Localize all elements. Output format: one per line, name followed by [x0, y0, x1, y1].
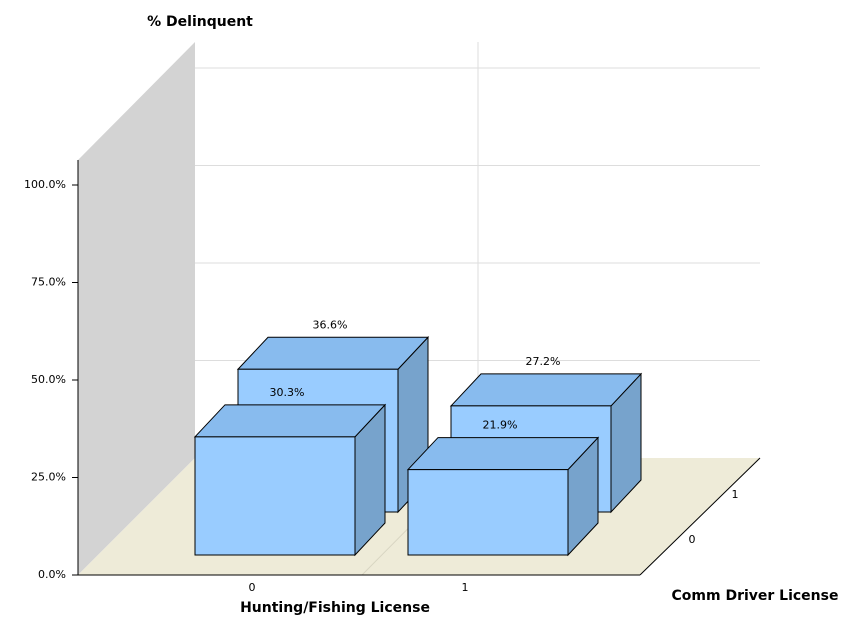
y-tick-label: 0.0% [38, 568, 66, 581]
value-label: 21.9% [483, 419, 518, 432]
z-axis [639, 457, 761, 576]
bar-top [449, 373, 643, 407]
x-axis-title: Hunting/Fishing License [240, 600, 430, 616]
side-wall [78, 42, 195, 575]
z-tick-label: 0 [689, 533, 696, 546]
z-tick-label: 1 [732, 488, 739, 501]
z-axis-title: Comm Driver License [672, 588, 839, 604]
value-label: 36.6% [313, 318, 348, 331]
x-tick-label: 1 [462, 581, 469, 594]
chart-title: % Delinquent [147, 14, 253, 30]
bar-top [193, 404, 387, 438]
bar [193, 403, 387, 557]
value-label: 30.3% [270, 386, 305, 399]
y-tick-label: 75.0% [31, 276, 66, 289]
y-tick-label: 50.0% [31, 373, 66, 386]
bar [406, 436, 600, 557]
value-label: 27.2% [526, 355, 561, 368]
bar-front [407, 469, 569, 556]
y-tick-label: 25.0% [31, 471, 66, 484]
x-tick-label: 0 [249, 581, 256, 594]
bar-top [236, 336, 430, 370]
bar-top [406, 437, 600, 471]
y-tick-label: 100.0% [24, 178, 66, 191]
bar-front [194, 436, 356, 556]
